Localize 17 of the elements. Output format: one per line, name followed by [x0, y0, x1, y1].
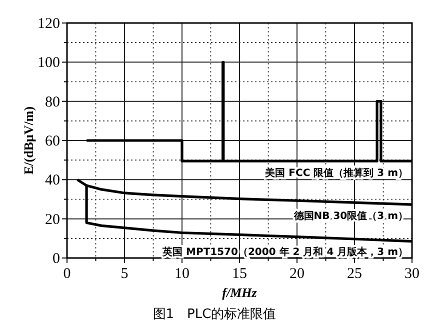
x-tick-label: 15 — [232, 266, 247, 282]
x-tick-label: 20 — [290, 266, 304, 282]
y-tick-label: 100 — [38, 55, 60, 72]
x-tick-label: 30 — [404, 266, 420, 282]
x-tick-label: 0 — [63, 266, 71, 282]
x-tick-label: 5 — [120, 266, 128, 282]
y-tick-label: 80 — [45, 94, 60, 110]
y-tick-label: 0 — [52, 251, 60, 267]
y-tick-label: 20 — [45, 212, 60, 228]
y-axis-title: E/(dBμV/m) — [21, 106, 36, 175]
x-tick-label: 10 — [174, 266, 190, 282]
y-tick-label: 60 — [45, 134, 60, 150]
y-tick-label: 120 — [38, 16, 60, 32]
x-axis-title: f/MHz — [222, 285, 258, 300]
caption: 图1 PLC的标准限值 — [152, 307, 276, 322]
x-tick-label: 25 — [347, 266, 362, 282]
y-tick-label: 40 — [45, 172, 60, 189]
